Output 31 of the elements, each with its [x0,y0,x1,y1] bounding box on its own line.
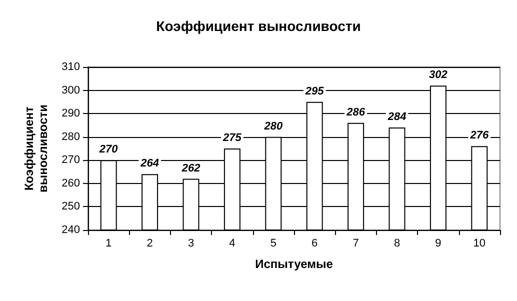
data-label: 262 [180,162,200,174]
x-tick-label: 1 [106,238,112,250]
y-tick-label: 280 [62,130,80,143]
x-tick-label: 4 [229,238,236,250]
x-tick-label: 10 [473,238,486,250]
y-axis-title: Коэффициент выносливости [22,104,50,193]
x-tick-label: 9 [435,238,442,250]
y-tick-label: 270 [62,154,80,166]
x-axis-title: Испытуемые [255,257,334,271]
x-tick-label: 3 [188,238,194,250]
data-label: 286 [346,106,366,118]
x-tick-label: 8 [394,238,400,250]
chart-title: Коэффициент выносливости [156,18,361,34]
x-tick-label: 6 [312,238,318,250]
data-label: 276 [469,130,490,142]
y-tick-label: 290 [62,108,80,120]
y-tick-label: 240 [62,224,80,236]
data-label: 275 [222,132,242,144]
y-tick-label: 250 [62,200,80,213]
y-tick-label: 300 [62,84,80,96]
y-tick-label: 310 [62,61,80,73]
x-tick-label: 2 [146,238,153,250]
data-label: 284 [386,111,406,124]
data-label: 302 [429,69,448,82]
y-tick-label: 260 [62,177,80,190]
x-tick-label: 5 [270,238,276,250]
data-label: 295 [304,85,325,98]
data-label: 264 [140,158,159,170]
data-label: 270 [98,144,119,156]
x-tick-label: 7 [352,238,359,250]
data-label: 280 [263,120,284,132]
